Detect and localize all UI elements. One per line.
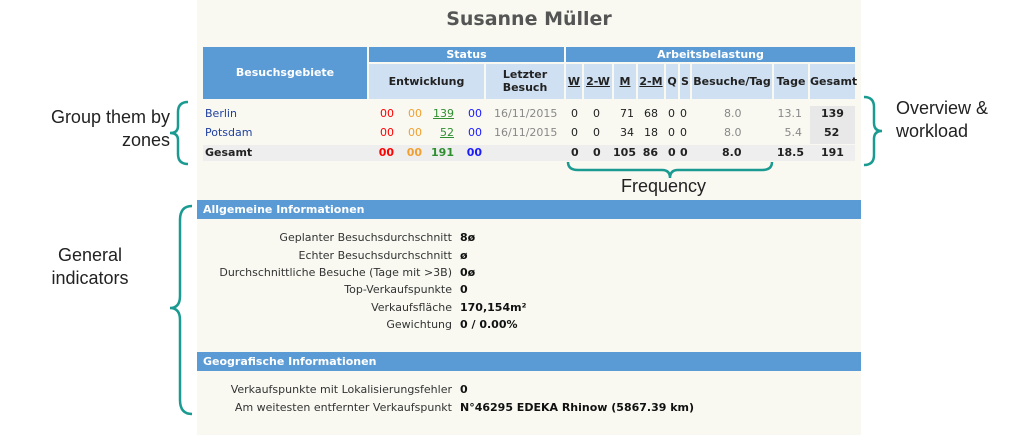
zone-link-berlin[interactable]: Berlin (205, 107, 237, 120)
besuche-tag: 8.0 (722, 146, 742, 159)
entwicklung-4: 00 (466, 146, 482, 159)
annotation-zones: Group them by zones (50, 107, 170, 150)
entwicklung-2: 00 (406, 146, 422, 159)
zone-link-potsdam[interactable]: Potsdam (205, 126, 253, 139)
section-geo-header: Geografische Informationen (197, 352, 861, 371)
info-label: Top-Verkaufspunkte (344, 283, 452, 296)
geo-label: Am weitesten entfernter Verkaufspunkt (234, 401, 452, 414)
annotation-frequency: Frequency (621, 176, 707, 196)
entwicklung-1: 00 (380, 126, 394, 139)
freq-s: 0 (680, 107, 687, 120)
header-besuche-tag: Besuche/Tag (692, 64, 772, 99)
section-general-header: Allgemeine Informationen (197, 200, 861, 219)
entwicklung-1: 00 (380, 107, 394, 120)
geo-value: 0 (460, 383, 468, 396)
last-visit: 16/11/2015 (494, 126, 558, 139)
freq-2w: 0 (593, 146, 601, 159)
freq-m: 71 (620, 107, 634, 120)
freq-2m: 68 (644, 107, 658, 120)
tage: 13.1 (777, 107, 803, 120)
freq-m: 34 (620, 126, 634, 139)
info-label: Echter Besuchsdurchschnitt (298, 249, 453, 262)
header-freq-w[interactable]: W (566, 64, 582, 99)
entwicklung-2: 00 (408, 126, 422, 139)
last-visit: 16/11/2015 (494, 107, 558, 120)
header-besuchsgebiete: Besuchsgebiete (203, 47, 367, 99)
freq-2w: 0 (593, 107, 600, 120)
info-label: Durchschnittliche Besuche (Tage mit >3B) (219, 266, 452, 279)
geo-label: Verkaufspunkte mit Lokalisierungsfehler (230, 383, 452, 396)
freq-q: 0 (668, 126, 675, 139)
tage: 18.5 (776, 146, 804, 159)
info-label: Gewichtung (386, 318, 452, 331)
freq-2m: 18 (644, 126, 658, 139)
info-value: 8ø (460, 231, 476, 244)
header-freq-2m[interactable]: 2-M (638, 64, 664, 99)
entwicklung-3: 191 (431, 146, 454, 159)
freq-s: 0 (680, 126, 687, 139)
brace-general-icon (169, 204, 193, 416)
besuche-tag: 8.0 (724, 126, 742, 139)
entwicklung-3[interactable]: 139 (433, 107, 454, 120)
entwicklung-3[interactable]: 52 (440, 126, 454, 139)
info-value: 0ø (460, 266, 476, 279)
besuche-tag: 8.0 (724, 107, 742, 120)
freq-q: 0 (668, 146, 676, 159)
header-status: Status (369, 47, 564, 62)
header-letzter-besuch: Letzter Besuch (486, 64, 564, 99)
total-row-bg (203, 145, 855, 161)
gesamt: 139 (821, 107, 844, 120)
annotation-overview: Overview & workload (896, 98, 989, 141)
brace-frequency-icon (566, 161, 774, 179)
freq-2m: 86 (642, 146, 658, 159)
freq-q: 0 (668, 107, 675, 120)
info-label: Geplanter Besuchsdurchschnitt (279, 231, 452, 244)
header-freq-2w[interactable]: 2-W (584, 64, 612, 99)
info-label: Verkaufsfläche (371, 301, 452, 314)
brace-overview-icon (863, 95, 883, 167)
header-freq-s[interactable]: S (680, 64, 690, 99)
entwicklung-4: 00 (468, 107, 482, 120)
freq-w: 0 (571, 107, 578, 120)
info-value: 0 / 0.00% (460, 318, 518, 331)
header-gesamt: Gesamt (810, 64, 857, 99)
geo-value: N°46295 EDEKA Rhinow (5867.39 km) (460, 401, 695, 414)
freq-m: 105 (613, 146, 636, 159)
header-tage: Tage (774, 64, 808, 99)
entwicklung-2: 00 (408, 107, 422, 120)
info-value: ø (460, 249, 468, 262)
zone-total-label: Gesamt (205, 146, 253, 159)
freq-2w: 0 (593, 126, 600, 139)
freq-w: 0 (571, 126, 578, 139)
freq-s: 0 (680, 146, 688, 159)
header-arbeitsbelastung: Arbeitsbelastung (566, 47, 855, 62)
freq-w: 0 (571, 146, 579, 159)
brace-zones-icon (169, 100, 189, 166)
header-freq-q[interactable]: Q (666, 64, 678, 99)
page-title: Susanne Müller (446, 8, 612, 30)
header-freq-m[interactable]: M (614, 64, 636, 99)
info-value: 170,154m² (460, 301, 527, 314)
gesamt: 191 (821, 146, 844, 159)
header-entwicklung: Entwicklung (369, 64, 484, 99)
entwicklung-1: 00 (378, 146, 394, 159)
gesamt: 52 (824, 126, 840, 139)
entwicklung-4: 00 (468, 126, 482, 139)
info-value: 0 (460, 283, 468, 296)
tage: 5.4 (784, 126, 803, 139)
annotation-general: General indicators (51, 245, 129, 288)
gesamt-cell-bg (810, 106, 855, 144)
